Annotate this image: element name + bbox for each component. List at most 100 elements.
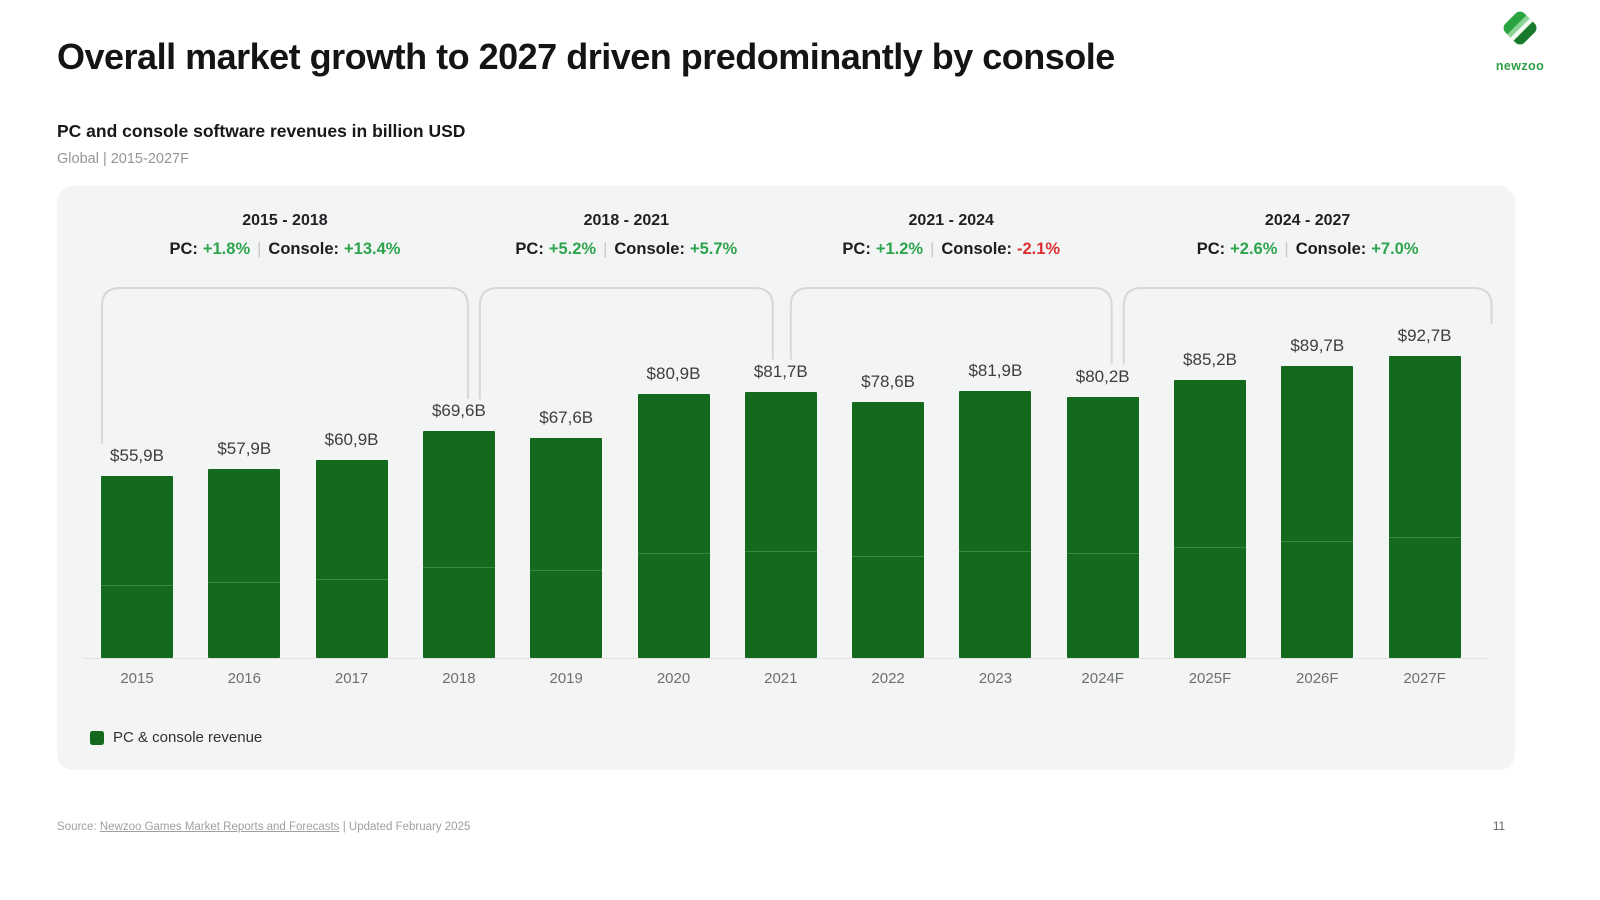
- bar-value-label: $57,9B: [217, 439, 272, 459]
- bar-2022: [852, 401, 925, 658]
- period-stats: PC: +5.2% | Console: +5.7%: [480, 240, 773, 259]
- pc-growth-value: +1.8%: [202, 240, 251, 258]
- x-axis-label-2023: 2023: [978, 670, 1013, 687]
- period-range-label: 2021 - 2024: [908, 212, 994, 229]
- pc-label: PC:: [169, 240, 198, 258]
- bar-split-line: [744, 551, 817, 553]
- bar-value-label: $69,6B: [431, 401, 486, 421]
- bar-2026F: [1281, 365, 1354, 658]
- bar-split-line: [637, 552, 710, 554]
- bar-2017: [315, 459, 388, 658]
- bar-2016: [208, 469, 281, 658]
- x-axis-label-2015: 2015: [120, 670, 154, 687]
- bar-value-label: $81,7B: [753, 361, 808, 381]
- pc-growth-value: +1.2%: [875, 240, 924, 258]
- bar-split-line: [959, 551, 1032, 553]
- x-axis-label-2024F: 2024F: [1081, 670, 1124, 687]
- source-link[interactable]: Newzoo Games Market Reports and Forecast…: [99, 821, 340, 833]
- chart-scope: Global | 2015-2027F: [57, 151, 189, 167]
- source-prefix: Source:: [57, 821, 100, 833]
- console-label: Console:: [614, 240, 685, 258]
- bar-value-label: $80,9B: [646, 364, 701, 384]
- period-range-label: 2024 - 2027: [1264, 212, 1351, 229]
- bar-value-label: $67,6B: [539, 407, 594, 427]
- console-label: Console:: [941, 240, 1012, 258]
- x-axis-label-2026F: 2026F: [1296, 670, 1339, 687]
- bar-value-label: $80,2B: [1075, 366, 1130, 386]
- bar-2025F: [1174, 380, 1246, 658]
- x-axis-label-2022: 2022: [871, 670, 905, 687]
- logo-wordmark: newzoo: [1495, 59, 1545, 73]
- bar-2027F: [1388, 355, 1461, 658]
- console-growth-value: +13.4%: [344, 240, 401, 258]
- console-growth-value: -2.1%: [1016, 240, 1061, 258]
- console-growth-value: +7.0%: [1371, 240, 1419, 258]
- period-range-label: 2018 - 2021: [583, 212, 670, 229]
- page-number: 11: [1493, 821, 1505, 833]
- bar-split-line: [315, 578, 388, 580]
- chart-legend: PC & console revenue: [90, 729, 262, 746]
- newzoo-logo: newzoo: [1488, 8, 1552, 73]
- bar-value-label: $89,7B: [1290, 335, 1345, 355]
- x-axis-line: [83, 658, 1489, 659]
- bar-split-line: [101, 585, 173, 587]
- x-axis-label-2020: 2020: [656, 670, 691, 687]
- bar-2024F: [1066, 396, 1139, 658]
- separator: |: [1284, 240, 1289, 258]
- period-range-label: 2015 - 2018: [242, 212, 328, 229]
- bar-split-line: [422, 567, 495, 569]
- separator: |: [930, 240, 935, 258]
- console-label: Console:: [268, 240, 340, 258]
- period-stats: PC: +2.6% | Console: +7.0%: [1124, 240, 1492, 259]
- period-stats: PC: +1.8% | Console: +13.4%: [102, 240, 468, 259]
- x-axis-label-2027F: 2027F: [1403, 670, 1446, 687]
- x-axis-label-2019: 2019: [549, 670, 583, 687]
- bar-value-label: $55,9B: [110, 445, 164, 465]
- bar-split-line: [208, 582, 281, 584]
- bar-value-label: $81,9B: [968, 361, 1023, 380]
- source-line: Source: Newzoo Games Market Reports and …: [57, 821, 470, 833]
- bar-split-line: [1388, 537, 1461, 539]
- chart-subtitle: PC and console software revenues in bill…: [57, 121, 466, 141]
- bar-2018: [422, 431, 495, 658]
- legend-swatch: [90, 730, 104, 745]
- growth-period-4: 2024 - 2027 PC: +2.6% | Console: +7.0%: [1124, 212, 1492, 259]
- chart-card: 2015 - 2018 PC: +1.8% | Console: +13.4% 2018 -…: [57, 186, 1515, 770]
- x-axis-label-2016: 2016: [227, 670, 261, 687]
- bar-split-line: [1281, 541, 1354, 543]
- pc-growth-value: +5.2%: [548, 240, 597, 258]
- pc-growth-value: +2.6%: [1230, 240, 1278, 258]
- growth-period-3: 2021 - 2024 PC: +1.2% | Console: -2.1%: [791, 212, 1112, 259]
- pc-label: PC:: [842, 240, 871, 258]
- source-suffix: | Updated February 2025: [339, 821, 471, 833]
- separator: |: [603, 240, 608, 258]
- pc-label: PC:: [1196, 240, 1226, 258]
- pc-label: PC:: [515, 240, 544, 258]
- x-axis-label-2021: 2021: [764, 670, 798, 687]
- period-stats: PC: +1.2% | Console: -2.1%: [791, 240, 1112, 259]
- bar-value-label: $85,2B: [1183, 350, 1237, 370]
- bar-split-line: [1066, 553, 1139, 555]
- page-title: Overall market growth to 2027 driven pre…: [57, 36, 1115, 77]
- x-axis-label-2018: 2018: [442, 670, 476, 687]
- x-axis-label-2017: 2017: [334, 670, 369, 687]
- bar-2023: [959, 391, 1032, 658]
- console-label: Console:: [1295, 240, 1367, 258]
- bar-2015: [101, 475, 173, 658]
- growth-period-2: 2018 - 2021 PC: +5.2% | Console: +5.7%: [480, 212, 773, 259]
- console-growth-value: +5.7%: [689, 240, 738, 258]
- legend-label: PC & console revenue: [113, 729, 263, 746]
- bar-split-line: [852, 555, 925, 557]
- bar-value-label: $78,6B: [861, 371, 916, 391]
- bar-split-line: [530, 569, 603, 571]
- bar-value-label: $60,9B: [324, 429, 379, 449]
- newzoo-diamond-icon: [1500, 8, 1540, 48]
- x-axis-label-2025F: 2025F: [1188, 670, 1232, 687]
- bar-split-line: [1174, 546, 1246, 548]
- bar-2021: [744, 391, 817, 658]
- bar-2020: [637, 394, 710, 658]
- separator: |: [257, 240, 262, 258]
- bar-2019: [530, 437, 603, 658]
- bracket-3: [789, 287, 1113, 365]
- growth-period-1: 2015 - 2018 PC: +1.8% | Console: +13.4%: [102, 212, 468, 259]
